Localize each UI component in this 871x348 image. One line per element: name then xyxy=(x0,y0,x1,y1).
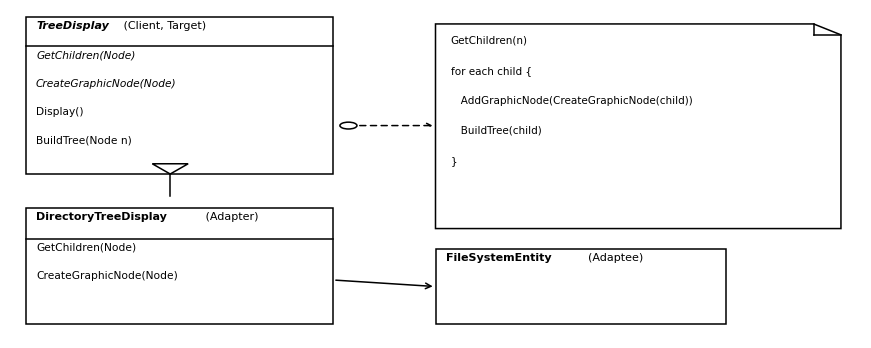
Bar xyxy=(436,249,726,324)
Text: GetChildren(n): GetChildren(n) xyxy=(451,36,528,46)
Text: }: } xyxy=(451,156,457,166)
Text: GetChildren(Node): GetChildren(Node) xyxy=(36,243,136,253)
Text: (Adapter): (Adapter) xyxy=(201,212,258,222)
Text: DirectoryTreeDisplay: DirectoryTreeDisplay xyxy=(36,212,167,222)
Text: GetChildren(Node): GetChildren(Node) xyxy=(36,50,135,60)
Text: for each child {: for each child { xyxy=(451,66,532,76)
Text: BuildTree(child): BuildTree(child) xyxy=(451,126,542,136)
Text: TreeDisplay: TreeDisplay xyxy=(36,21,109,31)
Text: FileSystemEntity: FileSystemEntity xyxy=(446,253,551,263)
Polygon shape xyxy=(152,164,188,174)
Text: CreateGraphicNode(Node): CreateGraphicNode(Node) xyxy=(36,271,178,281)
Text: (Adaptee): (Adaptee) xyxy=(581,253,643,263)
Bar xyxy=(26,208,333,324)
Bar xyxy=(26,17,333,174)
Polygon shape xyxy=(436,24,841,229)
Text: BuildTree(Node n): BuildTree(Node n) xyxy=(36,135,132,145)
Text: CreateGraphicNode(Node): CreateGraphicNode(Node) xyxy=(36,79,177,88)
Text: Display(): Display() xyxy=(36,107,84,117)
Text: (Client, Target): (Client, Target) xyxy=(119,21,206,31)
Text: AddGraphicNode(CreateGraphicNode(child)): AddGraphicNode(CreateGraphicNode(child)) xyxy=(451,96,692,106)
